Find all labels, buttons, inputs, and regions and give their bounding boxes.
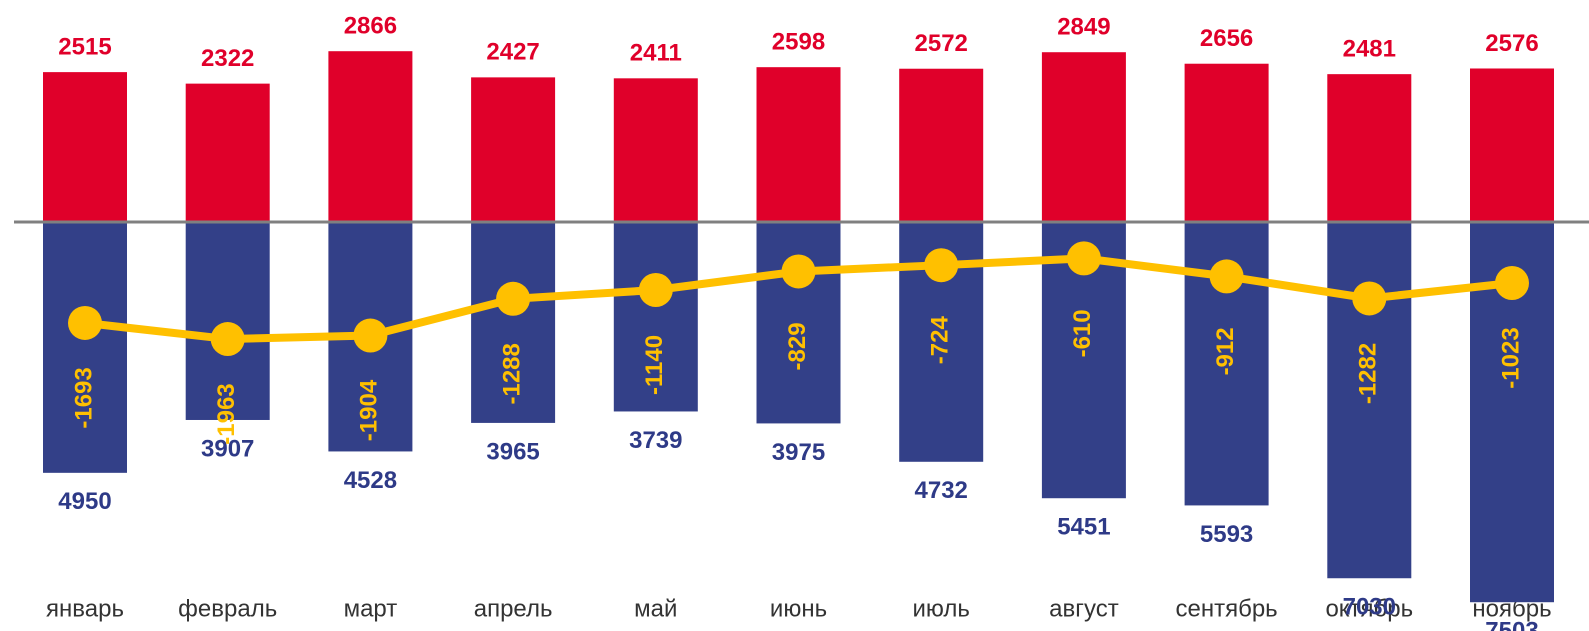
data-label: 4732 (915, 477, 968, 504)
bar (328, 51, 413, 223)
data-label: -724 (927, 316, 954, 365)
x-tick-label: май (634, 595, 677, 622)
x-tick-label: март (344, 595, 398, 622)
x-tick-label: июль (913, 595, 970, 622)
data-label: 2427 (486, 39, 539, 66)
point (1495, 266, 1529, 301)
data-label: 2849 (1057, 14, 1110, 41)
data-label: 4950 (58, 488, 111, 515)
point (781, 254, 816, 289)
data-label: 3975 (772, 439, 825, 466)
point (638, 272, 673, 307)
data-label: -1288 (498, 343, 525, 404)
point (1066, 241, 1101, 276)
data-label: 4528 (344, 467, 397, 494)
data-label: 2576 (1485, 30, 1538, 57)
data-label: -1140 (641, 335, 668, 395)
data-label: 7503 (1485, 618, 1538, 631)
bar (43, 221, 127, 473)
data-label: 3965 (486, 438, 539, 465)
point (353, 318, 388, 353)
x-tick-label: июнь (770, 595, 827, 622)
point (1209, 259, 1244, 294)
bar (1327, 221, 1412, 579)
point (1352, 281, 1387, 316)
x-tick-label: август (1049, 595, 1119, 622)
data-label: 2481 (1343, 35, 1396, 62)
bar (471, 77, 556, 223)
x-tick-label: февраль (178, 595, 277, 622)
point (210, 322, 245, 357)
bar (43, 72, 127, 223)
x-tick-label: апрель (474, 595, 553, 622)
bar (185, 221, 270, 420)
data-label: 2515 (58, 33, 111, 60)
x-tick-label: январь (46, 595, 124, 622)
bar (899, 68, 984, 223)
bar (1184, 63, 1269, 223)
data-label: -610 (1069, 309, 1096, 357)
data-label: 7030 (1343, 594, 1396, 621)
data-label: -829 (784, 322, 811, 370)
bar (756, 67, 841, 223)
data-label: -1023 (1497, 327, 1524, 388)
bar (1470, 68, 1554, 223)
x-tick-label: сентябрь (1176, 595, 1278, 622)
bar (1327, 74, 1412, 223)
data-label: -1282 (1355, 343, 1382, 404)
data-label: -1693 (70, 367, 97, 428)
data-label: -1904 (356, 379, 383, 441)
data-label: 2572 (915, 30, 968, 57)
data-label: 2411 (630, 40, 682, 67)
data-label: 5451 (1057, 514, 1110, 541)
bar (613, 221, 698, 412)
point (924, 248, 959, 283)
data-label: 3739 (629, 427, 682, 454)
data-label: 2598 (772, 29, 825, 56)
x-tick-label: октябрь (1325, 595, 1413, 622)
point (68, 305, 102, 340)
point (496, 281, 531, 316)
bar (613, 78, 698, 223)
bar (185, 83, 270, 223)
bar (471, 221, 556, 423)
data-label: -912 (1212, 327, 1239, 375)
data-label: 2866 (344, 13, 397, 40)
data-label: 5593 (1200, 521, 1253, 548)
data-label: 2322 (201, 45, 254, 72)
data-label: 3907 (201, 435, 254, 462)
data-label: 2656 (1200, 25, 1253, 52)
data-label: -1963 (213, 383, 240, 444)
bar (1041, 52, 1126, 223)
